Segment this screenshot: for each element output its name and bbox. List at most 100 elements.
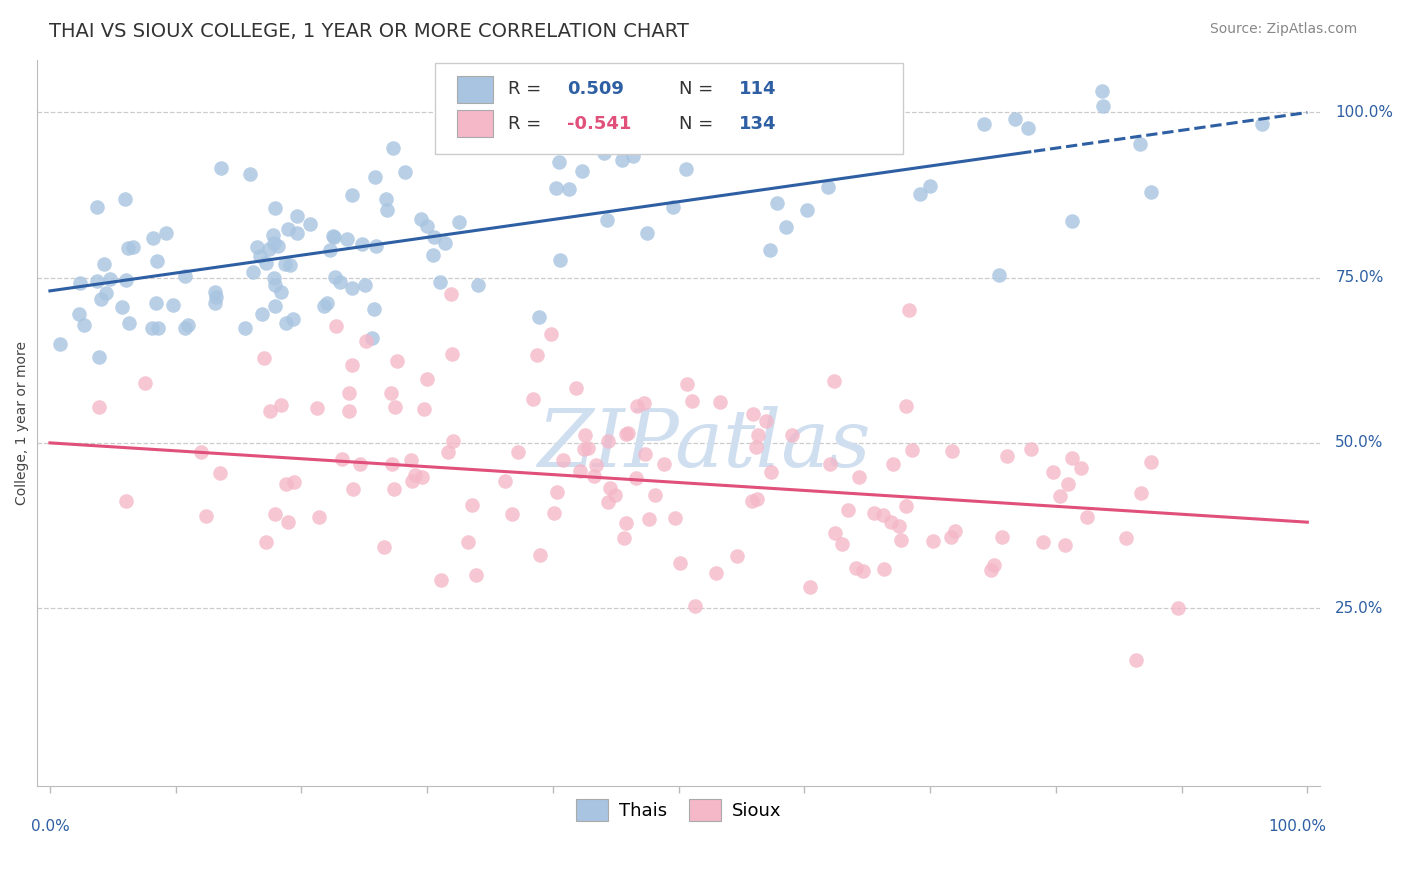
- Point: [87, 350, 110, 364]
- Point: [918, 178, 941, 193]
- Point: [329, 275, 352, 289]
- Point: [844, 561, 866, 575]
- Point: [624, 471, 647, 485]
- Text: 50.0%: 50.0%: [1336, 435, 1384, 450]
- Point: [546, 484, 568, 499]
- Point: [263, 271, 285, 285]
- Point: [1076, 509, 1098, 524]
- Point: [460, 498, 482, 512]
- Point: [385, 354, 408, 368]
- Point: [374, 193, 396, 207]
- Point: [890, 533, 912, 547]
- Point: [146, 320, 169, 334]
- Point: [67, 307, 90, 321]
- Point: [277, 222, 299, 236]
- Text: 114: 114: [740, 80, 776, 98]
- Point: [322, 228, 344, 243]
- Point: [49, 337, 72, 351]
- Text: 25.0%: 25.0%: [1336, 600, 1384, 615]
- Point: [605, 488, 627, 502]
- Point: [872, 508, 894, 523]
- Point: [155, 227, 177, 241]
- Text: THAI VS SIOUX COLLEGE, 1 YEAR OR MORE CORRELATION CHART: THAI VS SIOUX COLLEGE, 1 YEAR OR MORE CO…: [49, 22, 689, 41]
- Point: [381, 457, 404, 471]
- Point: [285, 226, 308, 240]
- Point: [437, 445, 460, 459]
- Point: [745, 440, 768, 454]
- Point: [429, 276, 451, 290]
- Point: [336, 232, 359, 246]
- Point: [544, 180, 567, 194]
- Point: [337, 386, 360, 401]
- Point: [176, 318, 198, 332]
- Point: [93, 257, 115, 271]
- Point: [363, 302, 385, 317]
- Point: [409, 212, 432, 227]
- Point: [422, 230, 444, 244]
- Point: [382, 141, 405, 155]
- Point: [94, 286, 117, 301]
- Point: [146, 254, 169, 268]
- Point: [239, 168, 262, 182]
- Point: [259, 404, 281, 418]
- Point: [194, 509, 217, 524]
- Point: [526, 349, 548, 363]
- Point: [709, 395, 731, 409]
- Point: [111, 300, 134, 314]
- Point: [634, 447, 657, 461]
- Point: [887, 519, 910, 533]
- Point: [209, 161, 232, 175]
- Point: [416, 372, 439, 386]
- Point: [747, 428, 769, 442]
- Point: [364, 170, 387, 185]
- Point: [276, 477, 298, 491]
- Text: R =: R =: [508, 80, 547, 98]
- Point: [330, 452, 353, 467]
- Point: [145, 295, 167, 310]
- Point: [350, 237, 373, 252]
- Point: [142, 231, 165, 245]
- Point: [879, 515, 901, 529]
- Point: [529, 310, 551, 324]
- Point: [582, 469, 605, 483]
- Point: [848, 470, 870, 484]
- Point: [644, 488, 666, 502]
- Point: [1140, 455, 1163, 469]
- Point: [675, 376, 697, 391]
- Point: [565, 381, 588, 395]
- Point: [434, 236, 457, 251]
- Point: [1004, 112, 1026, 126]
- Point: [401, 475, 423, 489]
- Point: [254, 535, 277, 549]
- Point: [675, 161, 697, 176]
- Point: [134, 376, 156, 390]
- Point: [823, 374, 845, 388]
- Point: [894, 500, 917, 514]
- Point: [761, 465, 783, 479]
- Point: [283, 475, 305, 490]
- Point: [263, 236, 285, 251]
- FancyBboxPatch shape: [457, 76, 492, 103]
- Point: [270, 398, 292, 412]
- Point: [543, 506, 565, 520]
- Point: [1057, 477, 1080, 491]
- Point: [413, 402, 436, 417]
- Point: [87, 401, 110, 415]
- Point: [277, 515, 299, 529]
- Text: N =: N =: [679, 115, 718, 133]
- Point: [323, 229, 346, 244]
- Text: 0.509: 0.509: [567, 80, 624, 98]
- Point: [340, 358, 363, 372]
- Point: [863, 506, 886, 520]
- Point: [585, 458, 607, 472]
- Point: [233, 321, 256, 335]
- Point: [394, 165, 416, 179]
- Point: [1129, 137, 1152, 152]
- Point: [652, 457, 675, 471]
- Point: [274, 257, 297, 271]
- Point: [613, 531, 636, 545]
- Point: [349, 457, 371, 471]
- Point: [873, 562, 896, 576]
- Point: [354, 334, 377, 348]
- Point: [1091, 84, 1114, 98]
